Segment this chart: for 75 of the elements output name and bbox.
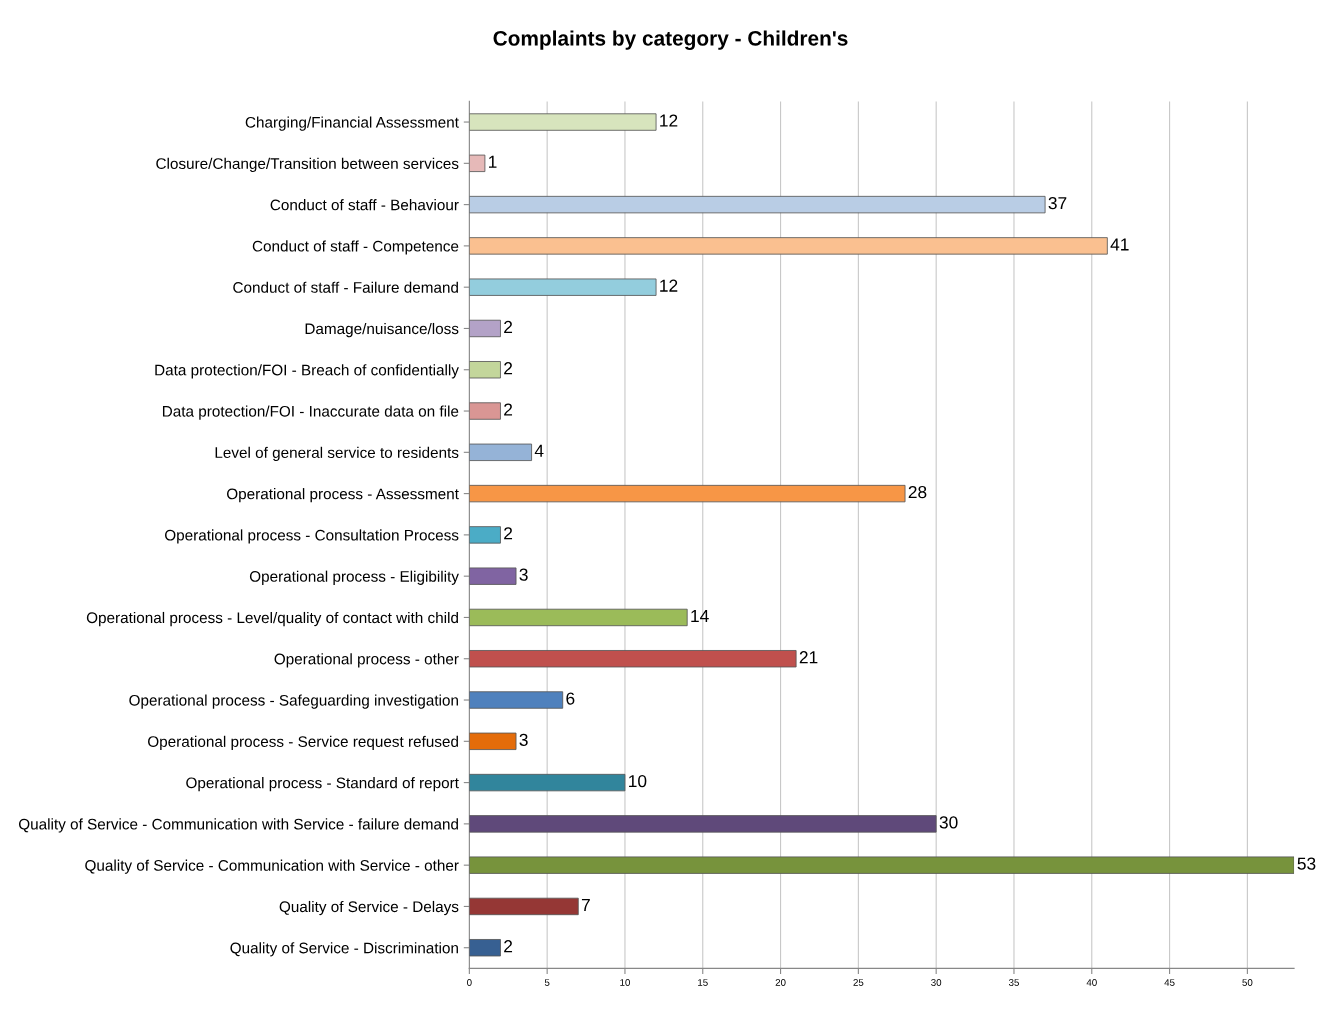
y-tick-label: Operational process - Consultation Process	[165, 529, 459, 544]
bar	[469, 815, 937, 833]
y-tick-label: Quality of Service - Discrimination	[230, 942, 458, 957]
x-tick-label: 40	[1086, 979, 1097, 986]
bar	[469, 154, 486, 172]
y-tick-label: Conduct of staff - Behaviour	[270, 199, 459, 211]
data-label: 14	[691, 610, 709, 622]
data-label: 37	[1048, 196, 1067, 210]
data-label: 3	[519, 568, 528, 581]
x-tick-label: 45	[1164, 979, 1175, 986]
chart-title: Complaints by category - Children's	[493, 30, 848, 50]
bar	[469, 732, 517, 750]
x-tick-label: 10	[620, 979, 630, 986]
bar	[469, 237, 1108, 255]
y-tick-label: Operational process - Standard of report	[186, 777, 459, 792]
bar	[469, 113, 657, 131]
bar	[469, 278, 657, 296]
bar	[469, 773, 626, 792]
y-tick-label: Data protection/FOI - Breach of confidentially	[155, 364, 459, 379]
y-tick-label: Level of general service to residents	[215, 446, 459, 462]
bar	[469, 195, 1046, 214]
y-tick-label: Closure/Change/Transition between services	[156, 157, 459, 173]
y-tick-label: Damage/nuisance/loss	[305, 322, 459, 338]
bar	[469, 319, 501, 338]
x-tick-label: 5	[544, 979, 550, 986]
data-label: 2	[504, 403, 513, 416]
bar	[469, 567, 517, 585]
data-label: 1	[489, 155, 497, 168]
data-label: 7	[581, 898, 590, 911]
y-tick-label: Operational process - Eligibility	[249, 570, 459, 585]
bar	[469, 526, 501, 544]
bar	[469, 856, 1295, 874]
y-tick-label: Data protection/FOI - Inaccurate data on file	[162, 405, 459, 420]
data-label: 6	[566, 692, 575, 705]
y-tick-label: Quality of Service - Communication with Service - other	[85, 859, 459, 874]
y-tick-label: Operational process - Level/quality of contact with child	[86, 611, 458, 627]
bar	[469, 897, 579, 916]
data-label: 3	[519, 733, 528, 746]
bar	[469, 402, 501, 420]
bar	[469, 443, 533, 461]
bar	[469, 361, 501, 379]
y-tick-label: Operational process - Service request refused	[148, 735, 458, 751]
y-tick-label: Quality of Service - Communication with Service - failure demand	[19, 818, 458, 833]
data-label: 2	[504, 362, 513, 375]
x-tick-label: 30	[931, 979, 942, 986]
y-tick-label: Conduct of staff - Failure demand	[233, 281, 458, 293]
bar	[469, 608, 688, 627]
x-tick-label: 15	[698, 979, 708, 986]
bar	[469, 484, 906, 503]
data-label: 2	[504, 320, 513, 333]
data-label: 30	[939, 816, 958, 829]
data-label: 4	[534, 444, 544, 457]
y-tick-label: Charging/Financial Assessment	[245, 116, 459, 131]
y-tick-label: Conduct of staff - Competence	[252, 240, 459, 255]
data-label: 12	[660, 114, 678, 127]
y-tick-label: Operational process - Assessment	[227, 488, 459, 503]
x-tick-label: 25	[853, 979, 864, 986]
data-label: 53	[1297, 857, 1316, 870]
data-label: 41	[1110, 238, 1129, 251]
y-tick-label: Quality of Service - Delays	[279, 900, 459, 916]
bar	[469, 650, 797, 668]
data-label: 21	[799, 651, 818, 664]
data-label: 10	[629, 774, 647, 788]
data-label: 12	[660, 279, 678, 292]
x-tick-label: 35	[1008, 979, 1019, 986]
x-tick-label: 20	[775, 979, 786, 986]
x-tick-label: 0	[467, 979, 472, 986]
y-tick-label: Operational process - Safeguarding investigation	[129, 694, 458, 709]
x-tick-label: 50	[1242, 979, 1253, 986]
data-label: 2	[504, 527, 513, 540]
data-label: 2	[504, 940, 513, 953]
data-label: 28	[908, 485, 927, 499]
bar	[469, 691, 564, 709]
bar	[469, 939, 501, 957]
y-tick-label: Operational process - other	[274, 653, 459, 668]
